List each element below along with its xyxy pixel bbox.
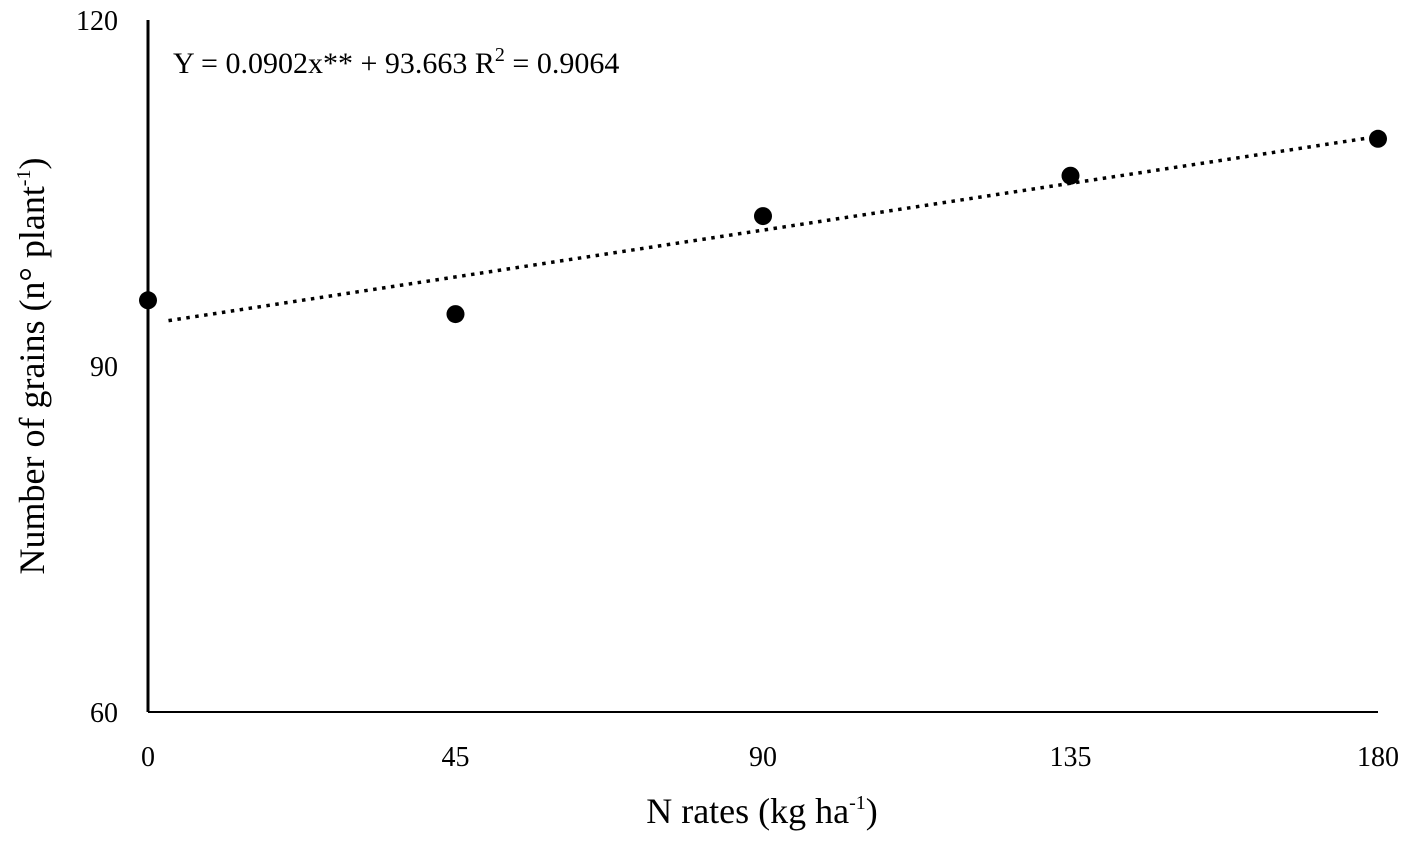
y-axis-title-suffix: ) bbox=[12, 158, 52, 170]
data-point bbox=[446, 305, 465, 324]
y-tick-label: 120 bbox=[76, 6, 118, 37]
trendline bbox=[168, 134, 1379, 323]
equation-r2-value: = 0.9064 bbox=[505, 47, 619, 80]
y-axis-title-text: Number of grains (n° plant bbox=[12, 186, 52, 574]
y-axis-title: Number of grains (n° plant-1) bbox=[12, 158, 52, 575]
x-axis-title-suffix: ) bbox=[866, 791, 878, 831]
data-point bbox=[139, 291, 157, 310]
data-point bbox=[1061, 166, 1080, 185]
axes bbox=[146, 20, 1378, 713]
equation-text: Y = 0.0902x** + 93.663 R bbox=[173, 47, 495, 80]
x-tick-label: 180 bbox=[1357, 742, 1399, 773]
x-tick-label: 45 bbox=[442, 742, 470, 773]
x-tick-labels: 0 45 90 135 180 bbox=[141, 742, 1399, 773]
regression-equation: Y = 0.0902x** + 93.663 R2 = 0.9064 bbox=[173, 44, 619, 80]
data-point bbox=[1369, 129, 1387, 148]
x-axis-title: N rates (kg ha-1) bbox=[646, 791, 878, 831]
equation-r2-superscript: 2 bbox=[495, 44, 505, 66]
y-tick-labels: 60 90 120 bbox=[76, 6, 118, 729]
x-tick-label: 90 bbox=[749, 742, 777, 773]
x-tick-label: 0 bbox=[141, 742, 155, 773]
y-tick-label: 90 bbox=[90, 352, 118, 383]
data-point bbox=[754, 207, 772, 226]
x-tick-label: 135 bbox=[1050, 742, 1092, 773]
data-points bbox=[139, 129, 1387, 324]
x-axis-title-text: N rates (kg ha bbox=[646, 791, 849, 831]
x-axis-title-superscript: -1 bbox=[849, 792, 866, 814]
y-tick-label: 60 bbox=[90, 698, 118, 729]
y-axis-title-superscript: -1 bbox=[13, 170, 35, 187]
